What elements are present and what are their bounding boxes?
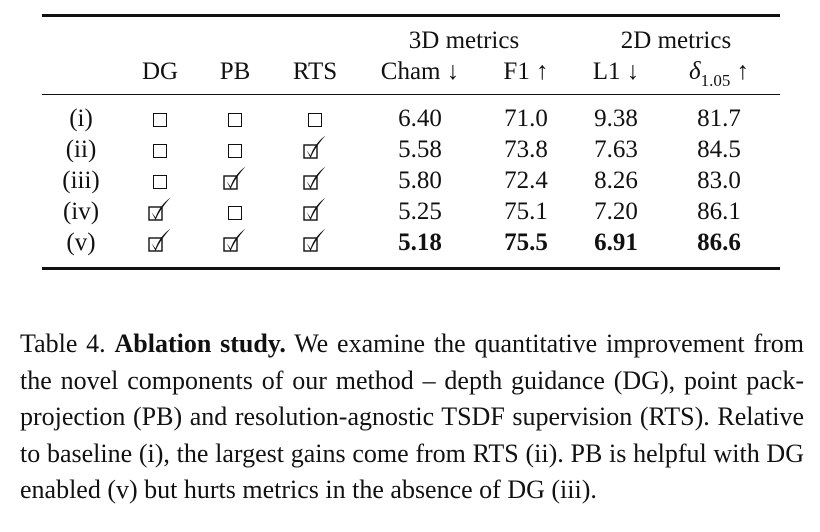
column-header-rts: RTS: [292, 58, 338, 85]
cell-delta: 81.7: [697, 105, 741, 132]
cell-l1: 9.38: [594, 105, 638, 132]
empty-box-icon: [228, 113, 242, 127]
cell-delta: 84.5: [697, 136, 741, 163]
checked-box-icon: [303, 134, 327, 160]
cell-f1: 73.8: [504, 136, 548, 163]
cell-cham: 5.18: [398, 229, 442, 256]
checked-box-icon: [303, 196, 327, 222]
top-rule: [42, 14, 780, 17]
row-label: (ii): [65, 136, 97, 163]
cell-l1: 7.63: [594, 136, 638, 163]
checked-box-icon: [303, 227, 327, 253]
column-header-delta: δ1.05 ↑: [689, 57, 749, 96]
cell-delta: 86.1: [697, 198, 741, 225]
empty-box-icon: [153, 113, 167, 127]
cell-delta: 86.6: [697, 229, 741, 256]
checked-box-icon: [148, 196, 172, 222]
caption-text: We examine the quantitative improvement …: [20, 329, 804, 505]
caption-title: Ablation study.: [114, 329, 286, 358]
cell-cham: 5.80: [398, 167, 442, 194]
checked-box-icon: [148, 227, 172, 253]
header-3d-metrics: 3D metrics: [408, 27, 520, 54]
checked-box-icon: [303, 165, 327, 191]
row-label: (iii): [62, 167, 100, 194]
cell-cham: 6.40: [398, 105, 442, 132]
cell-cham: 5.25: [398, 198, 442, 225]
delta-symbol: δ: [688, 58, 701, 85]
empty-box-icon: [228, 206, 242, 220]
column-header-f1: F1 ↑: [503, 58, 549, 85]
caption-label: Table 4.: [20, 329, 106, 358]
cell-l1: 7.20: [594, 198, 638, 225]
column-header-l1: L1 ↓: [592, 58, 640, 85]
cell-f1: 72.4: [504, 167, 548, 194]
bottom-rule: [42, 267, 780, 270]
cell-f1: 75.5: [504, 229, 548, 256]
header-2d-metrics: 2D metrics: [620, 27, 732, 54]
checked-box-icon: [223, 227, 247, 253]
table-caption: Table 4. Ablation study. We examine the …: [20, 326, 804, 509]
column-header-pb: PB: [219, 58, 251, 85]
empty-box-icon: [308, 113, 322, 127]
cell-l1: 6.91: [594, 229, 638, 256]
row-label: (v): [66, 229, 96, 256]
cell-f1: 75.1: [504, 198, 548, 225]
header-rule: [42, 94, 780, 96]
checked-box-icon: [223, 165, 247, 191]
empty-box-icon: [228, 144, 242, 158]
delta-subscript: 1.05: [700, 71, 731, 90]
column-header-dg: DG: [141, 58, 179, 85]
delta-arrow: ↑: [730, 58, 750, 85]
empty-box-icon: [153, 144, 167, 158]
cell-cham: 5.58: [398, 136, 442, 163]
cell-delta: 83.0: [697, 167, 741, 194]
column-header-cham: Cham ↓: [380, 58, 460, 85]
row-label: (i): [69, 105, 93, 132]
row-label: (iv): [62, 198, 100, 225]
empty-box-icon: [153, 175, 167, 189]
cell-l1: 8.26: [594, 167, 638, 194]
cell-f1: 71.0: [504, 105, 548, 132]
